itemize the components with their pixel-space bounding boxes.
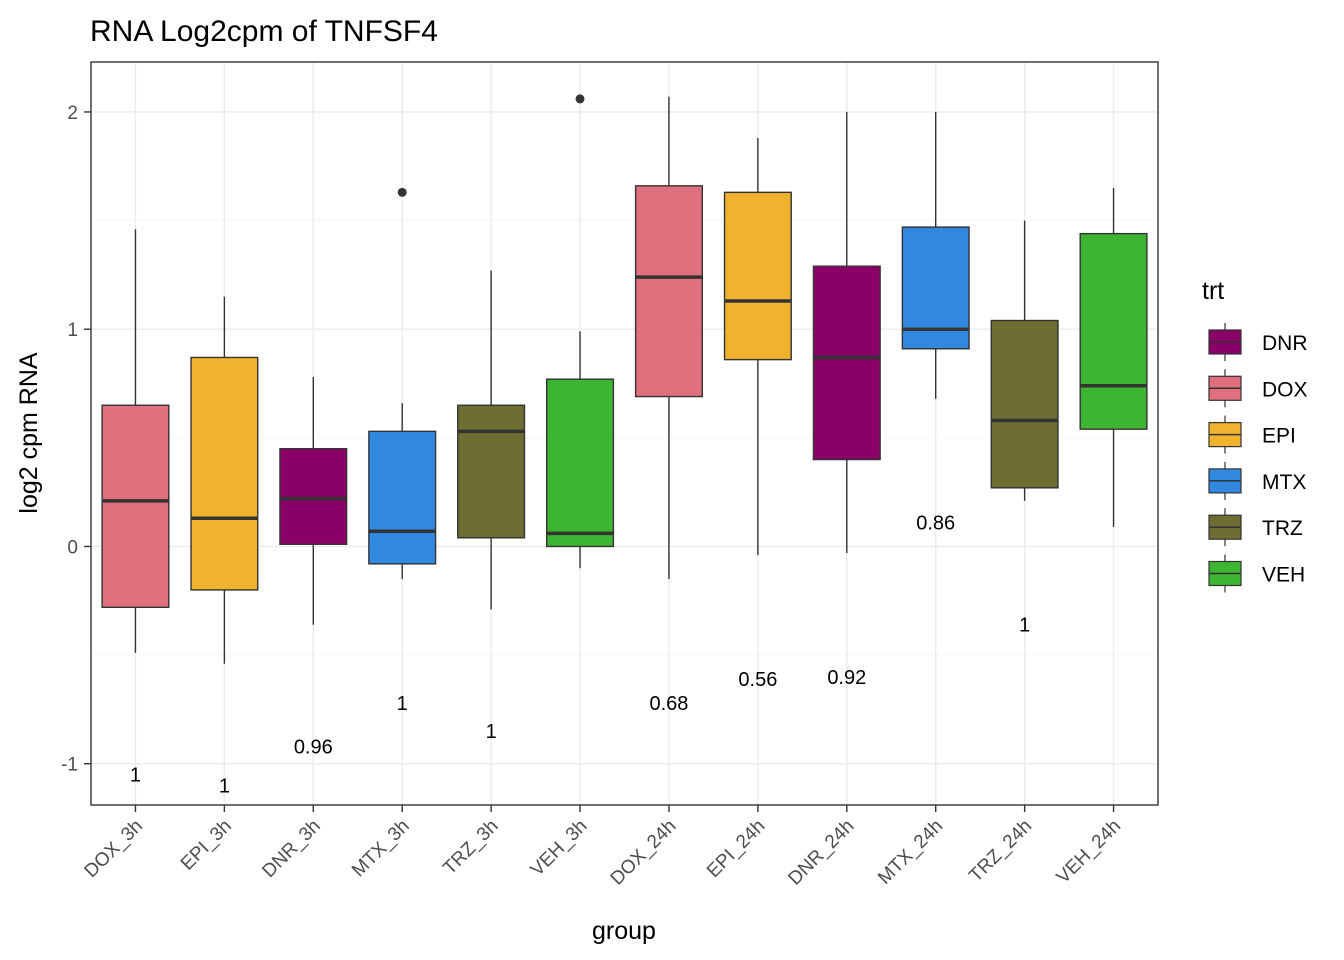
box-TRZ_3h [457,270,526,610]
legend-item-veh: VEH [1208,554,1305,593]
pvalue-label: 1 [486,721,497,743]
box-MTX_24h [901,111,970,399]
panel-border [90,61,1159,806]
legend-item-epi: EPI [1208,415,1296,454]
box-iqr [545,378,615,548]
legend-label: EPI [1262,425,1296,448]
x-tick-label: DNR_24h [784,816,858,890]
pvalue-label: 0.96 [294,736,333,758]
y-tick-label: 0 [67,537,78,558]
pvalue-label: 1 [1019,615,1030,637]
box-iqr [190,356,259,591]
pvalue-label: 1 [219,775,230,797]
legend: trt DNR DOX EPI MTX TRZ VEH [1202,277,1308,593]
box-iqr [279,448,348,545]
pvalue-label: 0.92 [827,667,866,689]
legend-label: TRZ [1262,517,1303,540]
box-EPI_24h [723,138,792,556]
box-iqr [634,185,704,398]
legend-item-dox: DOX [1208,369,1308,408]
x-tick-label: DNR_3h [258,816,324,882]
x-tick-label: TRZ_24h [965,816,1036,887]
box-DOX_3h [101,229,170,653]
box-iqr [457,404,526,539]
pvalue-label: 1 [130,765,141,787]
box-iqr [990,319,1059,489]
y-axis-title: log2 cpm RNA [15,352,43,513]
boxes [101,94,1148,664]
box-EPI_3h [190,296,259,664]
box-iqr [368,430,437,565]
legend-item-mtx: MTX [1208,461,1306,500]
pvalue-label: 0.68 [649,693,688,715]
outlier-point [397,187,407,197]
pvalue-label: 0.56 [738,669,777,691]
box-iqr [101,404,170,609]
outlier-point [575,94,585,104]
x-tick-label: MTX_3h [348,816,414,882]
x-tick-label: DOX_3h [81,816,147,882]
legend-item-dnr: DNR [1208,323,1308,361]
chart-title: RNA Log2cpm of TNFSF4 [90,15,438,48]
x-tick-label: DOX_24h [607,816,681,890]
y-tick-label: 1 [67,320,78,341]
box-iqr [812,265,881,461]
box-VEH_24h [1079,188,1148,527]
legend-label: VEH [1262,564,1305,587]
legend-item-trz: TRZ [1208,508,1303,547]
y-tick-label: -1 [61,755,78,776]
box-TRZ_24h [990,220,1059,501]
y-tick-label: 2 [67,103,78,124]
legend-label: DOX [1262,378,1308,401]
x-tick-label: EPI_3h [177,816,236,875]
legend-label: DNR [1262,332,1308,355]
annotations: 1 1 0.96 1 1 0.68 0.56 0.92 0.86 1 [130,513,1030,798]
box-DNR_3h [279,377,348,625]
x-tick-label: MTX_24h [874,816,947,889]
x-tick-label: VEH_24h [1053,816,1125,888]
pvalue-label: 0.86 [916,513,955,535]
legend-title: trt [1202,277,1224,305]
box-MTX_3h [368,187,437,580]
box-DOX_24h [634,96,704,580]
box-VEH_3h [545,94,615,569]
box-iqr [723,191,792,361]
x-axis-title: group [592,917,656,945]
x-tick-label: VEH_3h [527,816,592,881]
legend-label: MTX [1262,471,1306,494]
box-iqr [1079,232,1148,430]
pvalue-label: 1 [397,693,408,715]
box-DNR_24h [812,111,881,553]
x-tick-label: TRZ_3h [439,816,502,879]
x-tick-label: EPI_24h [703,816,769,882]
